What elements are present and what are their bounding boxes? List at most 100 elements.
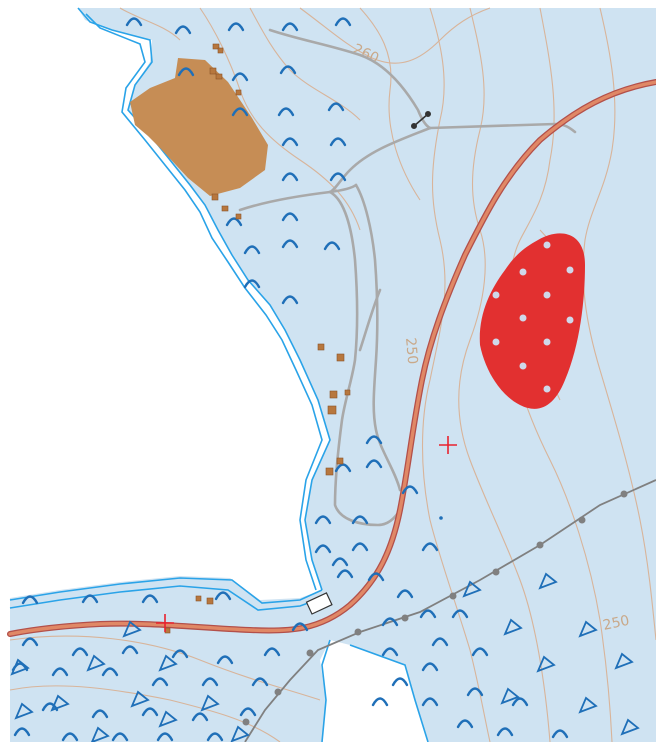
triangle-pit-icon [614,652,634,670]
stream-lines [9,7,429,742]
marsh-tick-icon [281,295,299,305]
marsh-tick-icon [206,732,224,742]
triangle-pit-icon [578,696,598,714]
marsh-area [10,8,656,742]
marsh-tick-icon [466,687,484,697]
marsh-tick-icon [277,107,295,117]
marsh-tick-icon [243,245,261,255]
marsh-tick-icon [367,572,385,582]
marsh-tick-icon [21,595,39,605]
marsh-tick-icon [281,22,299,32]
marsh-tick-icon [227,22,245,32]
triangle-pit-icons [10,572,640,742]
marsh-tick-icon [81,594,99,604]
triangle-pit-icon [503,618,523,636]
marsh-tick-icon [336,569,354,579]
power-line [242,479,656,742]
marsh-tick-icon [91,709,109,719]
marsh-tick-icon [456,719,474,729]
marsh-tick-icon [421,662,439,672]
marsh-tick-icon [496,727,514,737]
marsh-tick-icon [191,712,209,722]
triangle-pit-icon [50,694,70,712]
out-of-bounds-area [479,233,585,409]
marsh-tick-icon [281,137,299,147]
triangle-pit-icon [86,654,106,672]
marsh-tick-icon [141,594,159,604]
marsh-tick-icon [419,609,437,619]
rough-open-land-area [130,58,268,196]
gate-icon [410,111,431,130]
water-dot-icon [439,516,443,520]
marsh-tick-icon [421,697,439,707]
marsh-tick-icon [365,459,383,469]
triangle-pit-icon [14,702,34,720]
marsh-tick-icon [251,677,269,687]
triangle-pit-icon [500,687,520,705]
marsh-tick-icon [214,591,232,601]
marsh-tick-icon [263,647,281,657]
marsh-tick-icon [281,172,299,182]
marsh-tick-icon [431,637,449,647]
marsh-tick-icon [216,655,234,665]
marsh-tick-icon [141,707,159,717]
marsh-tick-icon [327,102,345,112]
triangle-pit-icon [200,694,220,712]
marsh-tick-icon [314,544,332,554]
track-lines [238,28,577,527]
main-road [7,79,656,637]
marsh-tick-icon [125,17,143,27]
marsh-tick-icon [421,542,439,552]
marsh-tick-icon [101,667,119,677]
marsh-tick-icon [314,515,332,525]
triangle-pit-icon [578,620,598,638]
marsh-tick-icon [239,707,257,717]
triangle-pit-icon [620,718,640,736]
triangle-pit-icon [462,580,482,598]
marsh-tick-icon [51,667,69,677]
marsh-tick-icon [151,677,169,687]
marsh-tick-icon [111,732,129,742]
marsh-tick-icon [177,67,195,77]
red-cross-icons [156,436,457,632]
marsh-tick-icon [551,729,569,739]
marsh-tick-icon [21,637,39,647]
marsh-tick-icon [121,645,139,655]
marsh-tick-icon [351,515,369,525]
marsh-tick-icon [243,279,261,289]
marsh-tick-icon [329,137,347,147]
marsh-tick-icon [396,589,414,599]
marsh-tick-icon [351,542,369,552]
marsh-tick-icon [281,239,299,249]
white-dot-icons [492,241,574,393]
triangle-pit-icon [91,726,110,742]
marsh-tick-icon [323,241,341,251]
marsh-tick-icon [334,463,352,473]
marsh-tick-icon [13,727,31,737]
contour-label-250-road: 250 [402,337,420,365]
marsh-tick-icon [156,732,174,742]
marsh-tick-icon [171,649,189,659]
marsh-tick-icon [71,647,89,657]
marsh-tick-icon [391,677,409,687]
triangle-pit-icon [536,655,556,673]
marsh-tick-icon [371,697,389,707]
marsh-tick-icon [231,72,249,82]
marsh-tick-icons [11,17,569,742]
marsh-tick-icon [279,65,297,75]
triangle-pit-icon [158,654,178,672]
marsh-tick-icon [61,732,79,742]
large-building-icon [305,592,333,615]
marsh-tick-icon [471,647,489,657]
small-building-icons [164,43,351,634]
marsh-tick-icon [334,17,352,27]
marsh-tick-icon [381,617,399,627]
marsh-tick-icon [174,25,192,35]
triangle-pit-icon [130,690,150,708]
contour-label-250-lower: 250 [602,613,631,634]
triangle-pit-icon [158,710,178,728]
marsh-tick-icon [329,172,347,182]
triangle-pit-icon [122,620,142,638]
